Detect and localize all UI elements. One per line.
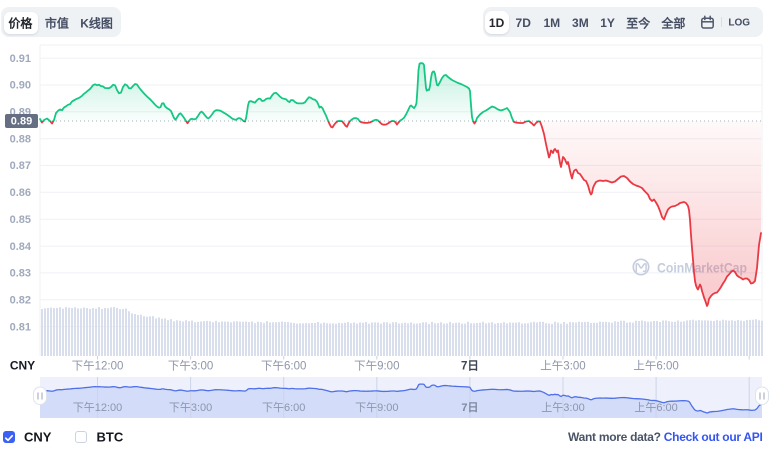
svg-text:0.84: 0.84 [10, 241, 32, 253]
svg-text:0.90: 0.90 [10, 80, 31, 92]
svg-text:0.87: 0.87 [10, 160, 31, 172]
svg-text:下午9:00: 下午9:00 [355, 401, 398, 414]
svg-text:下午12:00: 下午12:00 [73, 401, 123, 414]
svg-text:上午6:00: 上午6:00 [634, 401, 677, 414]
svg-text:0.89: 0.89 [11, 116, 32, 128]
svg-text:上午3:00: 上午3:00 [541, 401, 584, 414]
svg-text:7日: 7日 [461, 360, 479, 373]
svg-text:下午3:00: 下午3:00 [168, 360, 213, 373]
svg-text:0.86: 0.86 [10, 187, 31, 199]
svg-text:0.81: 0.81 [10, 321, 31, 333]
svg-text:下午6:00: 下午6:00 [262, 401, 305, 414]
svg-text:0.88: 0.88 [10, 133, 31, 145]
svg-text:0.82: 0.82 [10, 294, 31, 306]
svg-text:CNY: CNY [10, 359, 35, 373]
svg-text:下午12:00: 下午12:00 [72, 360, 124, 373]
svg-text:0.85: 0.85 [10, 214, 31, 226]
svg-text:下午9:00: 下午9:00 [354, 360, 399, 373]
svg-text:下午6:00: 下午6:00 [261, 360, 306, 373]
svg-text:上午3:00: 上午3:00 [540, 360, 585, 373]
svg-text:7日: 7日 [461, 401, 478, 414]
svg-text:上午6:00: 上午6:00 [633, 360, 678, 373]
svg-text:0.91: 0.91 [10, 53, 31, 65]
svg-text:下午3:00: 下午3:00 [169, 401, 212, 414]
svg-text:0.83: 0.83 [10, 268, 31, 280]
